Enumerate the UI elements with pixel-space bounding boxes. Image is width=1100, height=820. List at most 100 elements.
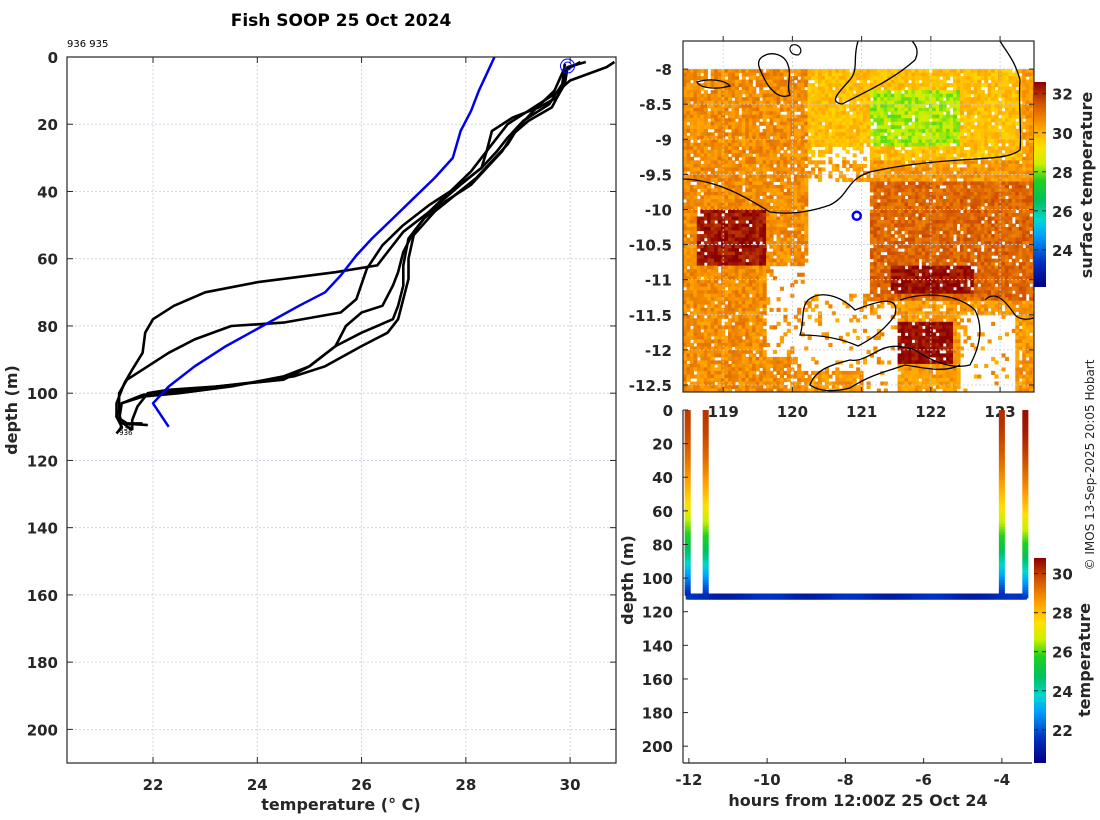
sst-cell [700, 349, 705, 354]
sst-cell [700, 167, 705, 172]
sst-cell [897, 385, 902, 390]
sst-cell [717, 83, 722, 88]
profile-chart: Fish SOOP 25 Oct 2024 936 935 22 24 26 28 30… [2, 11, 617, 814]
sst-cell [686, 388, 691, 392]
sst-cell [683, 363, 688, 368]
sst-cell [703, 93, 708, 98]
sst-cell [693, 385, 698, 390]
sst-cell [897, 378, 902, 383]
sst-cell [683, 83, 688, 88]
sst-cell [824, 139, 829, 144]
sst-cell [748, 195, 753, 200]
sst-cell [873, 100, 878, 105]
sst-cell [935, 262, 940, 267]
sst-cell [838, 374, 843, 379]
sst-cell [901, 237, 906, 242]
sst-cell [866, 125, 871, 130]
sst-cell [783, 356, 788, 361]
sst-cell [717, 86, 722, 91]
sst-cell [762, 230, 767, 235]
sst-cell [807, 72, 812, 77]
sst-cell [887, 97, 892, 102]
sst-cell [873, 128, 878, 133]
sst-cell [873, 146, 878, 151]
sst-cell [811, 111, 816, 116]
sst-cell [814, 160, 819, 165]
sst-cell [686, 300, 691, 305]
sst-cell [890, 163, 895, 168]
sst-cell [700, 290, 705, 295]
sst-cell [890, 111, 895, 116]
sst-cell [811, 100, 816, 105]
sst-cell [728, 142, 733, 147]
sst-cell [717, 170, 722, 175]
sst-cell [755, 328, 760, 333]
sst-cell [856, 90, 861, 95]
sst-cell [887, 153, 892, 158]
sst-cell [769, 111, 774, 116]
sst-cell [928, 370, 933, 375]
sst-cell [714, 353, 719, 358]
sst-cell [887, 300, 892, 305]
sst-cell [921, 177, 926, 182]
sst-cell [683, 304, 688, 309]
sst-cell [776, 177, 781, 182]
sst-cell [869, 121, 874, 126]
sst-cell [921, 149, 926, 154]
sst-cell [752, 174, 757, 179]
sst-cell [863, 314, 868, 319]
sst-cell [925, 223, 930, 228]
sst-cell [897, 346, 902, 351]
sst-cell [724, 156, 729, 161]
sst-cell [714, 279, 719, 284]
sst-cell [880, 139, 885, 144]
sst-cell [769, 174, 774, 179]
sst-cell [683, 125, 688, 130]
sst-cell [728, 293, 733, 298]
sst-cell [738, 118, 743, 123]
sst-cell [883, 93, 888, 98]
sst-cell [918, 149, 923, 154]
sst-cell [745, 191, 750, 196]
sst-cell [738, 269, 743, 274]
sst-cell [887, 360, 892, 365]
sst-cell [918, 125, 923, 130]
sst-cell [714, 321, 719, 326]
sst-cell [717, 385, 722, 390]
sst-cell [824, 149, 829, 154]
sst-cell [766, 199, 771, 204]
sst-cell [928, 170, 933, 175]
sst-cell [748, 69, 753, 74]
sst-cell [686, 146, 691, 151]
sst-cell [869, 209, 874, 214]
sst-cell [921, 184, 926, 189]
sst-cell [821, 97, 826, 102]
sst-cell [887, 199, 892, 204]
sst-cell [759, 297, 764, 302]
sst-cell [876, 265, 881, 270]
sst-cell [914, 318, 919, 323]
sst-cell [783, 227, 788, 232]
sst-cell [797, 367, 802, 372]
sst-cell [710, 297, 715, 302]
sst-cell [790, 142, 795, 147]
sst-cell [741, 181, 746, 186]
sst-cell [811, 83, 816, 88]
sst-cell [710, 304, 715, 309]
sst-cell [755, 213, 760, 218]
sst-cell [887, 86, 892, 91]
sst-cell [696, 318, 701, 323]
sst-cell [773, 216, 778, 221]
sst-cell [800, 255, 805, 260]
sst-cell [932, 72, 937, 77]
sst-cell [686, 128, 691, 133]
sst-cell [734, 353, 739, 358]
sst-cell [814, 388, 819, 392]
sst-cell [918, 244, 923, 249]
sst-cell [925, 170, 930, 175]
sst-cell [748, 213, 753, 218]
sst-cell [724, 248, 729, 253]
sst-cell [897, 111, 902, 116]
sst-cell [883, 265, 888, 270]
sst-cell [703, 325, 708, 330]
